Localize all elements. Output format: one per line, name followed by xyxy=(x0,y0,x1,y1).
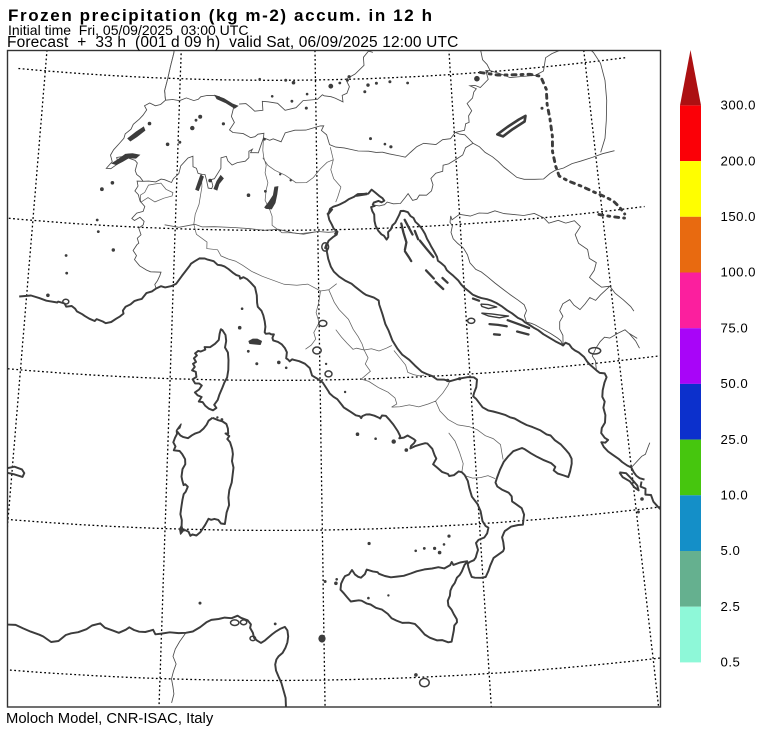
svg-text:200.0: 200.0 xyxy=(721,153,757,168)
svg-text:150.0: 150.0 xyxy=(721,209,757,224)
svg-text:25.0: 25.0 xyxy=(721,432,749,447)
svg-text:2.5: 2.5 xyxy=(721,599,741,614)
svg-text:5.0: 5.0 xyxy=(721,543,741,558)
svg-text:10.0: 10.0 xyxy=(721,488,749,503)
svg-text:0.5: 0.5 xyxy=(721,655,741,670)
svg-text:50.0: 50.0 xyxy=(721,376,749,391)
svg-text:100.0: 100.0 xyxy=(721,265,757,280)
svg-text:75.0: 75.0 xyxy=(721,320,749,335)
svg-text:300.0: 300.0 xyxy=(721,98,757,113)
